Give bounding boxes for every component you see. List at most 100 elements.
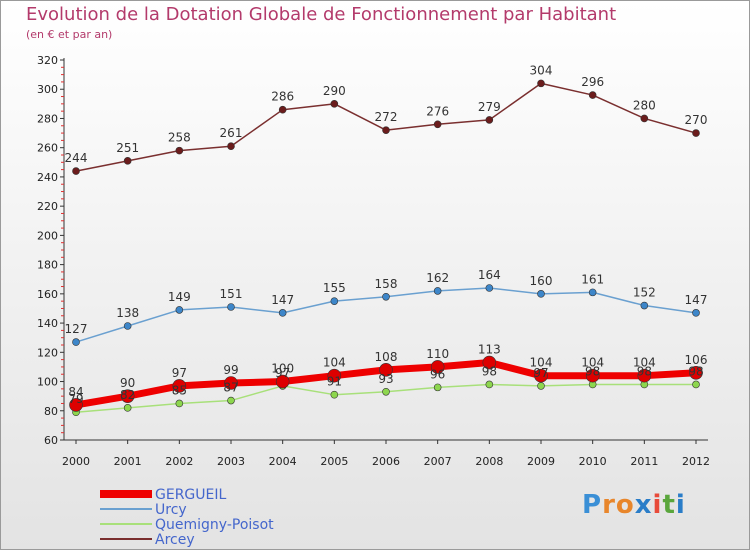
data-label: 160 (530, 274, 553, 288)
data-point (379, 363, 393, 377)
data-label: 104 (633, 356, 656, 370)
data-point (588, 288, 597, 297)
data-label: 286 (271, 90, 294, 104)
data-label: 97 (533, 366, 548, 380)
data-point (123, 157, 132, 165)
x-tick-label: 2012 (682, 455, 710, 468)
data-point (485, 284, 494, 292)
y-tick-label: 300 (37, 83, 58, 96)
y-tick-label: 140 (37, 317, 58, 330)
data-label: 90 (120, 376, 135, 390)
y-tick-label: 80 (44, 405, 58, 418)
legend-label: Arcey (155, 532, 195, 548)
data-label: 98 (688, 364, 703, 378)
data-point (175, 146, 184, 155)
data-point (175, 306, 184, 314)
data-label: 91 (327, 375, 342, 389)
data-label: 127 (65, 322, 88, 336)
data-label: 251 (116, 141, 139, 155)
data-label: 147 (685, 293, 708, 307)
data-label: 104 (323, 356, 346, 370)
data-label: 106 (685, 353, 708, 367)
data-label: 79 (68, 392, 83, 406)
data-label: 84 (68, 385, 83, 399)
data-point (692, 380, 700, 389)
data-label: 280 (633, 98, 656, 112)
data-point (640, 301, 649, 310)
data-label: 97 (275, 366, 290, 380)
data-point (433, 120, 442, 129)
data-label: 82 (120, 388, 135, 402)
data-point (120, 389, 135, 403)
chart-title: Evolution de la Dotation Globale de Fonc… (26, 4, 617, 25)
data-point (588, 91, 597, 99)
data-point (330, 390, 339, 399)
data-point (692, 129, 700, 137)
data-point (227, 396, 235, 405)
data-point (640, 114, 649, 123)
chart-subtitle: (en € et par an) (26, 28, 113, 41)
data-label: 155 (323, 281, 346, 295)
data-label: 244 (65, 151, 88, 165)
data-label: 98 (482, 364, 497, 378)
x-tick-label: 2006 (372, 455, 400, 468)
brand-logo: Proxiti (582, 490, 686, 520)
data-point (330, 100, 339, 108)
data-point (275, 374, 290, 389)
data-label: 100 (271, 362, 294, 376)
data-point (227, 142, 235, 151)
x-tick-label: 2009 (527, 455, 555, 468)
data-point (537, 79, 545, 88)
data-point (537, 382, 545, 390)
brand-letter: P (582, 490, 603, 520)
brand-letter: t (662, 490, 676, 520)
data-label: 98 (637, 364, 652, 378)
data-label: 99 (223, 363, 238, 377)
data-label: 290 (323, 84, 346, 98)
data-point (534, 368, 548, 383)
y-tick-label: 60 (44, 434, 58, 447)
data-point (278, 309, 287, 317)
y-tick-label: 180 (37, 259, 58, 272)
data-label: 104 (530, 356, 553, 370)
data-label: 151 (220, 287, 243, 301)
data-label: 162 (426, 271, 449, 285)
y-tick-label: 320 (37, 54, 58, 67)
data-label: 296 (581, 75, 604, 89)
legend-label: Urcy (155, 502, 187, 518)
data-label: 149 (168, 290, 191, 304)
data-point (72, 167, 80, 175)
data-point (637, 368, 652, 383)
y-tick-label: 280 (37, 112, 58, 125)
data-label: 93 (378, 372, 393, 386)
y-tick-label: 200 (37, 229, 58, 242)
data-point (123, 404, 132, 412)
data-label: 87 (223, 381, 238, 395)
data-point (433, 383, 442, 392)
data-label: 85 (172, 383, 187, 397)
data-point (382, 126, 390, 134)
brand-letter: x (634, 490, 653, 520)
data-label: 113 (478, 343, 501, 357)
data-point (585, 368, 600, 383)
data-label: 164 (478, 268, 501, 282)
data-label: 276 (426, 104, 449, 118)
data-label: 279 (478, 100, 501, 114)
x-tick-label: 2011 (630, 455, 658, 468)
data-point (382, 387, 390, 396)
x-tick-label: 2010 (579, 455, 607, 468)
data-point (689, 365, 703, 380)
data-label: 152 (633, 286, 656, 300)
data-label: 96 (430, 367, 445, 381)
data-label: 104 (581, 356, 604, 370)
brand-letter: i (652, 490, 663, 520)
brand-letter: r (602, 490, 616, 520)
x-tick-label: 2002 (165, 455, 193, 468)
data-label: 97 (172, 366, 187, 380)
x-tick-label: 2008 (475, 455, 503, 468)
data-point (485, 116, 494, 124)
data-point (433, 287, 442, 295)
data-label: 261 (220, 126, 243, 140)
data-label: 270 (685, 113, 708, 127)
